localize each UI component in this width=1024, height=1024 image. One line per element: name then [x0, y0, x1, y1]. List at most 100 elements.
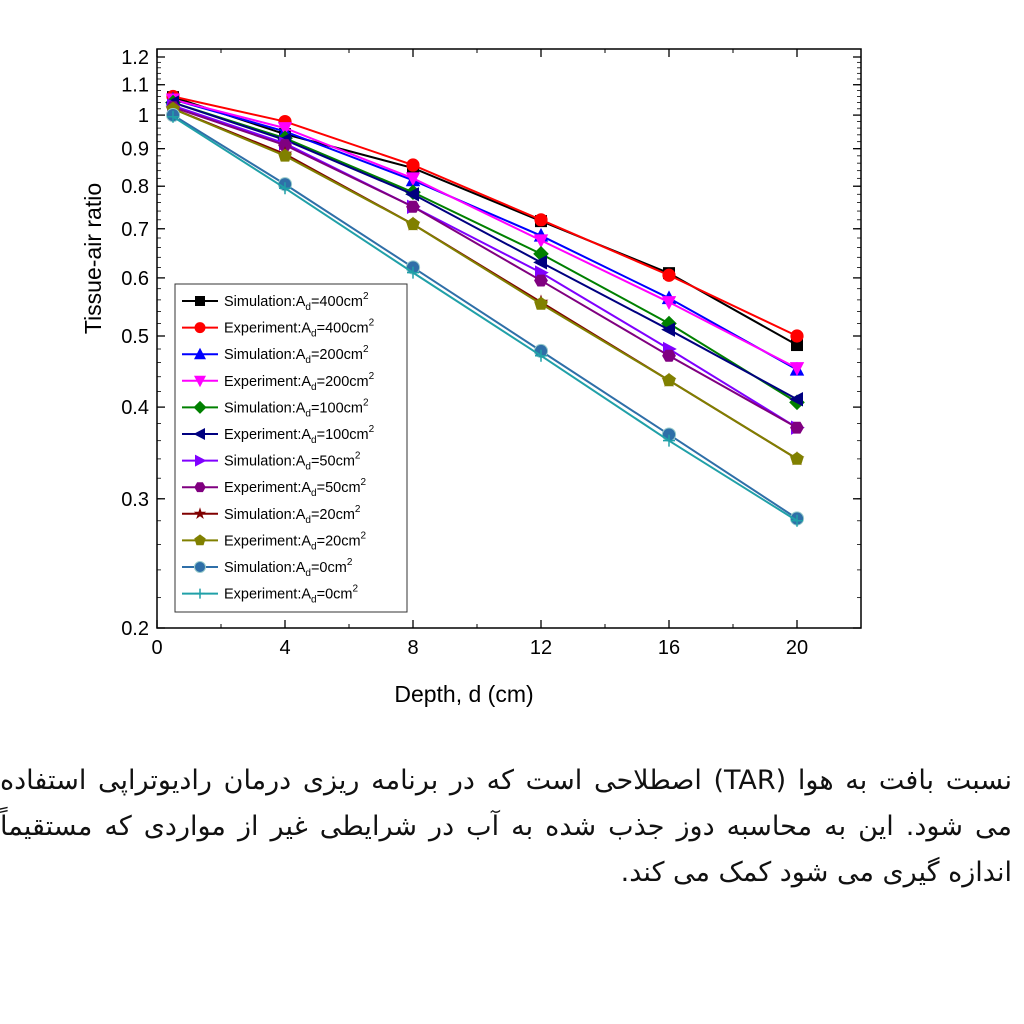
legend-item: Simulation:Ad=100cm2 [182, 397, 369, 419]
triangle-down-marker [789, 362, 805, 376]
hexagon-marker [194, 482, 206, 493]
marker-shape [194, 322, 206, 334]
triangle-left-marker [533, 255, 547, 270]
hexagon-marker [278, 139, 292, 152]
marker-shape [167, 110, 179, 123]
plus-marker [791, 514, 803, 527]
circle-marker [194, 322, 206, 334]
marker-shape [661, 315, 677, 332]
plus-marker [535, 349, 547, 362]
marker-shape [533, 255, 547, 270]
legend-item: Simulation:Ad=400cm2 [182, 291, 369, 313]
marker-shape [407, 266, 419, 279]
marker-shape [194, 534, 206, 546]
marker-shape [195, 296, 205, 306]
star-marker [193, 507, 207, 520]
y-tick-label: 0.7 [121, 219, 149, 241]
legend-label: Simulation:Ad=50cm2 [224, 451, 361, 473]
marker-shape [662, 268, 676, 282]
marker-shape [533, 246, 549, 262]
plus-marker [195, 588, 205, 599]
series-line [172, 114, 798, 520]
square-marker [791, 339, 803, 352]
y-tick-label: 0.6 [121, 268, 149, 290]
y-tick-label: 1.1 [121, 75, 149, 97]
y-tick-label: 0.3 [121, 489, 149, 511]
series-line [172, 115, 798, 522]
marker-shape [194, 482, 206, 493]
legend-label: Experiment:Ad=0cm2 [224, 584, 358, 606]
legend-item: Experiment:Ad=50cm2 [182, 477, 367, 499]
triangle-right-marker [195, 454, 207, 467]
pentagon-marker [662, 373, 676, 387]
marker-shape [535, 349, 547, 362]
marker-shape [789, 392, 803, 407]
x-tick-label: 16 [658, 637, 680, 659]
legend-item: Simulation:Ad=200cm2 [182, 344, 369, 366]
pentagon-marker [194, 534, 206, 546]
marker-shape [661, 296, 677, 310]
legend-label: Simulation:Ad=200cm2 [224, 344, 369, 366]
marker-shape [662, 373, 676, 387]
caption-text: نسبت بافت به هوا (TAR) اصطلاحی است که در… [0, 765, 1012, 888]
marker-shape [406, 200, 420, 213]
marker-shape [661, 322, 675, 337]
legend-item: Simulation:Ad=20cm2 [182, 504, 361, 526]
diamond-marker [193, 400, 207, 414]
pentagon-marker [534, 296, 548, 310]
marker-shape [278, 139, 292, 152]
legend-label: Simulation:Ad=100cm2 [224, 397, 369, 419]
x-tick-label: 20 [786, 637, 808, 659]
legend-item: Experiment:Ad=0cm2 [182, 584, 358, 606]
plot-frame [156, 48, 862, 629]
marker-shape [533, 234, 549, 249]
marker-shape [194, 347, 206, 360]
circle-marker [534, 213, 548, 227]
triangle-left-marker [661, 322, 675, 337]
x-axis-label: Depth, d (cm) [394, 681, 533, 707]
marker-shape [279, 182, 291, 195]
marker-shape [194, 561, 206, 573]
marker-shape [406, 217, 420, 231]
marker-shape [534, 274, 548, 287]
series-line [172, 106, 798, 429]
triangle-down-marker [661, 296, 677, 310]
marker-shape [194, 375, 206, 388]
marker-shape [790, 329, 804, 343]
x-tick-label: 8 [407, 637, 418, 659]
marker-shape [791, 339, 803, 352]
legend: Simulation:Ad=400cm2 Experiment:Ad=400cm2… [174, 283, 408, 613]
legend-box [174, 283, 408, 613]
pentagon-marker [406, 217, 420, 231]
series-line [172, 98, 798, 371]
series-line [172, 107, 798, 460]
marker-shape [277, 122, 293, 136]
plus-marker [279, 182, 291, 195]
marker-shape [534, 213, 548, 227]
legend-item: Experiment:Ad=400cm2 [182, 318, 375, 340]
triangle-up-marker [194, 347, 206, 360]
legend-label: Simulation:Ad=400cm2 [224, 291, 369, 313]
marker-shape [195, 588, 205, 599]
hexagon-marker [406, 200, 420, 213]
marker-shape [193, 507, 207, 520]
marker-shape [534, 296, 548, 310]
hexagon-marker [790, 421, 804, 434]
pentagon-marker [790, 451, 804, 465]
series-line [172, 101, 798, 404]
triangle-left-marker [193, 428, 205, 440]
sphere-marker [194, 561, 206, 573]
y-tick-label: 0.2 [121, 618, 149, 640]
marker-shape [195, 454, 207, 467]
triangle-down-marker [277, 122, 293, 136]
y-axis-label: Tissue-air ratio [80, 183, 106, 334]
legend-label: Experiment:Ad=100cm2 [224, 424, 375, 446]
plus-marker [407, 266, 419, 279]
circle-marker [662, 268, 676, 282]
marker-shape [406, 158, 420, 172]
marker-shape [662, 349, 676, 362]
hexagon-marker [662, 349, 676, 362]
series-line [172, 101, 798, 401]
triangle-down-marker [194, 375, 206, 388]
marker-shape [790, 451, 804, 465]
